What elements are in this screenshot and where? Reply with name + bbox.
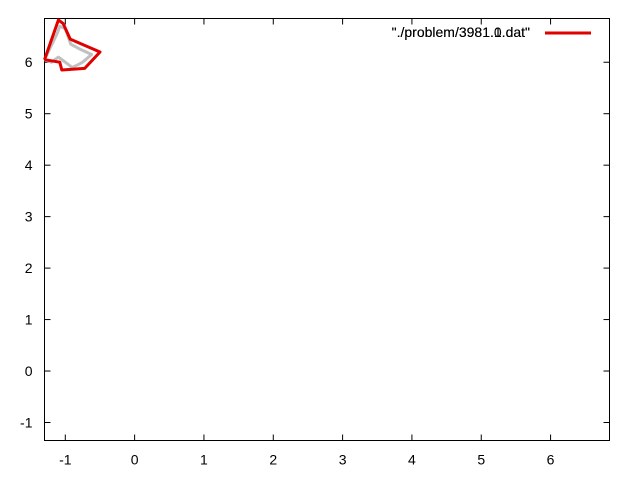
y-tick-label: 2	[25, 260, 33, 276]
x-tick-label: 5	[477, 452, 485, 468]
plot-frame	[44, 18, 610, 441]
axis-ticks: -1 0 1 2 3 4 5 6 -1 0 1 2 3 4 5 6	[20, 18, 610, 468]
legend-label-red: "./problem/3981.0.dat"	[392, 24, 530, 40]
x-tick-label: 2	[269, 452, 277, 468]
y-tick-label: 6	[25, 54, 33, 70]
y-tick-label: 5	[25, 106, 33, 122]
series-layer	[43, 18, 102, 72]
y-tick-label: -1	[20, 414, 33, 430]
y-tick-label: 1	[25, 312, 33, 328]
y-tick-label: 3	[25, 209, 33, 225]
x-tick-label: 1	[200, 452, 208, 468]
series-line-1	[43, 18, 102, 72]
x-tick-label: 6	[547, 452, 555, 468]
x-tick-label: 3	[339, 452, 347, 468]
y-tick-label: 4	[25, 157, 33, 173]
y-tick-label: 0	[25, 363, 33, 379]
x-tick-label: 4	[408, 452, 416, 468]
series-line-0	[43, 24, 94, 69]
x-tick-label: -1	[59, 452, 72, 468]
legend-label-gray: "./problem/3981.1.dat"	[392, 24, 530, 40]
legend: "./problem/3981.1.dat" "./problem/3981.0…	[392, 24, 591, 40]
x-tick-label: 0	[131, 452, 139, 468]
